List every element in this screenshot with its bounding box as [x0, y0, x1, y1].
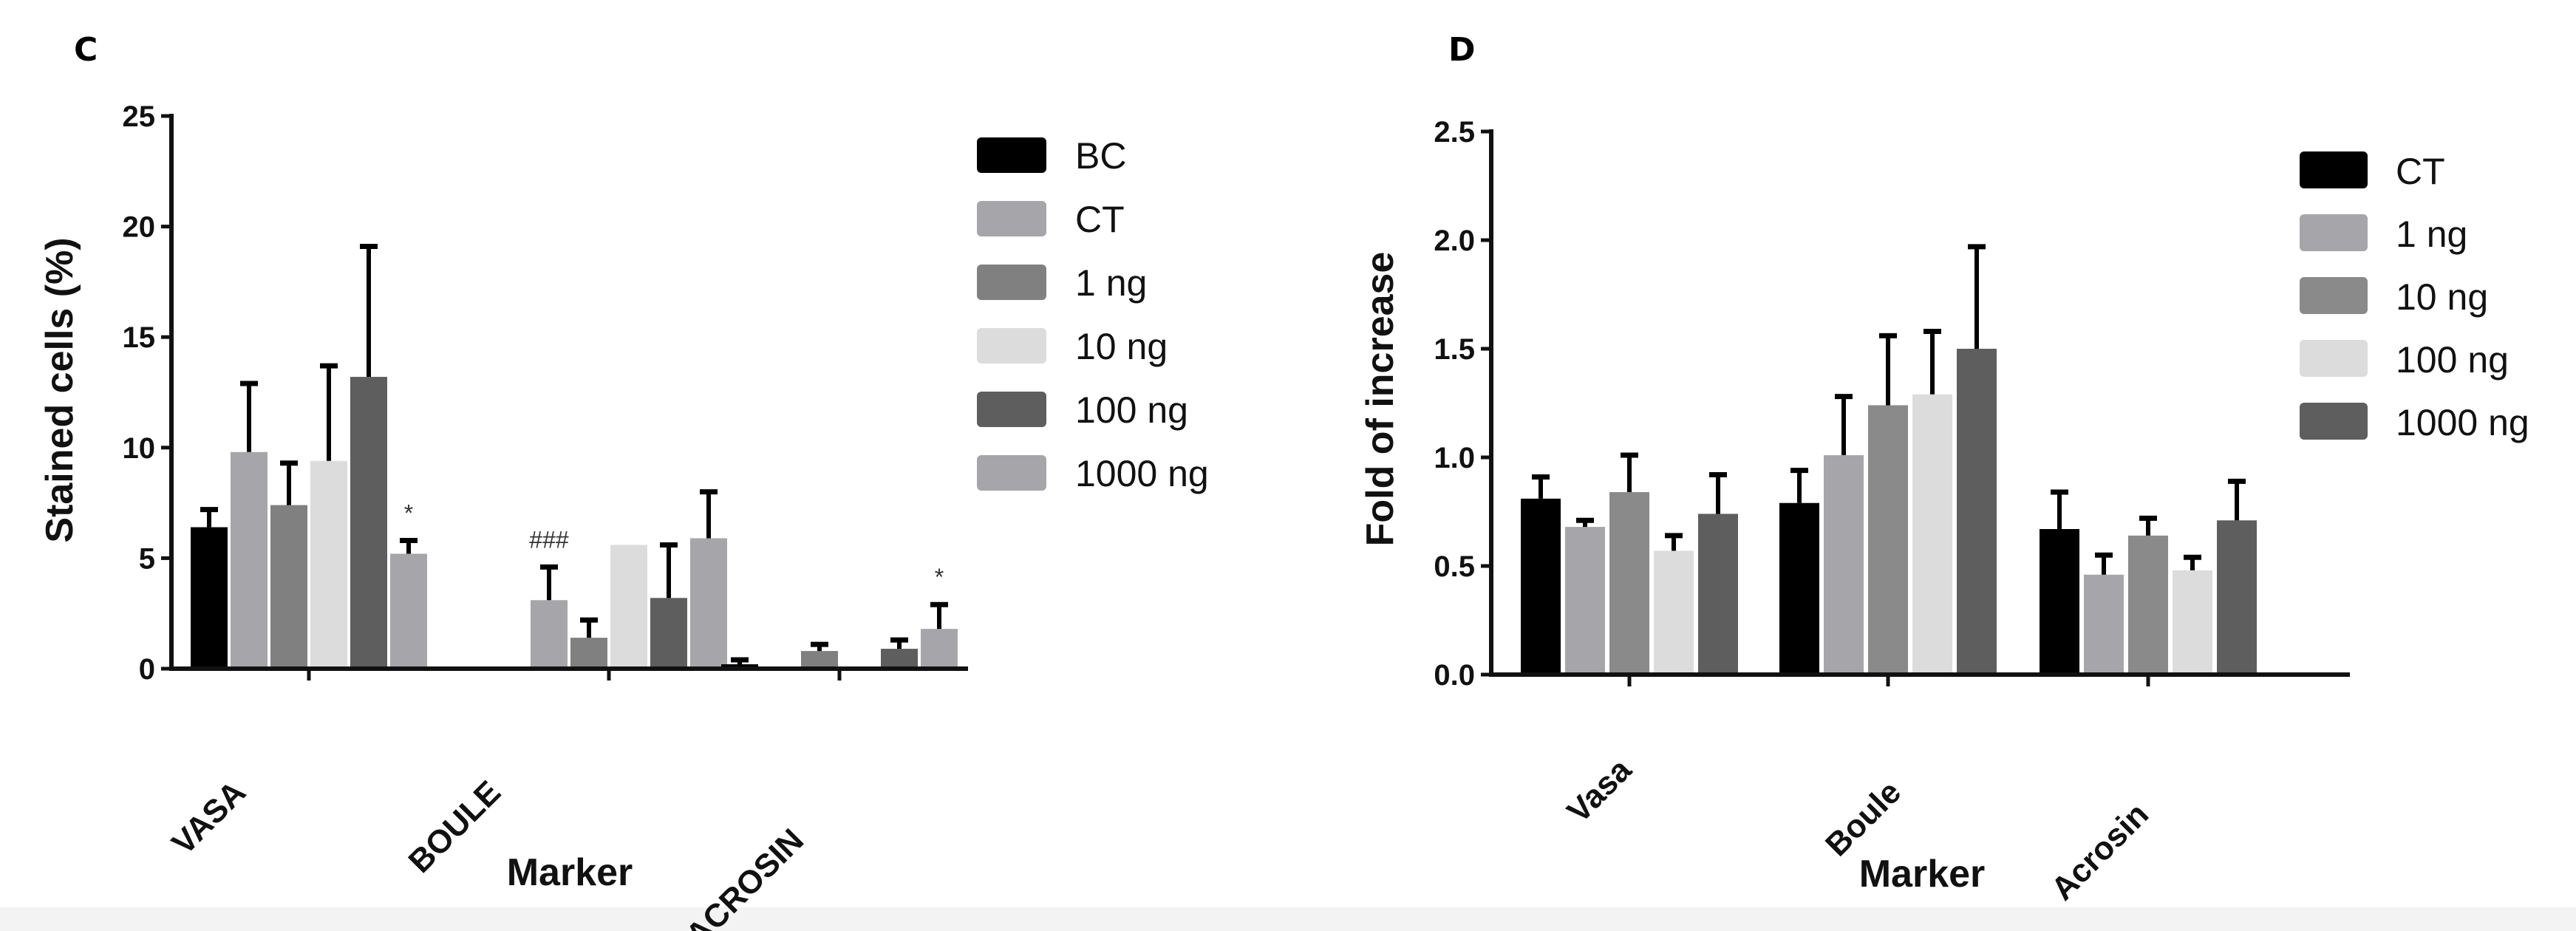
panel-c-bar [921, 629, 958, 669]
panel-d-bar [1824, 455, 1864, 675]
panel-d-legend-label: CT [2396, 151, 2445, 192]
panel-c-letter: C [74, 31, 98, 69]
panel-c-significance-mark: ### [529, 526, 569, 553]
panel-d-y-tick-label: 2.5 [1434, 116, 1475, 149]
bottom-strip [0, 907, 2576, 931]
panel-c-bar [270, 505, 307, 669]
panel-c-y-tick-label: 20 [123, 211, 156, 244]
panel-d-legend-swatch [2300, 151, 2368, 188]
panel-d-category-label: Boule [1819, 774, 1908, 863]
panel-d-legend-swatch [2300, 403, 2368, 440]
panel-d-bar [1912, 394, 1952, 675]
panel-c-bar [570, 638, 607, 669]
panel-c: C 0 5 10 15 20 25 * ### * VASA BOULE ACROSIN Stai… [38, 31, 1209, 931]
panel-d-bar [1779, 502, 1819, 675]
panel-d-legend-label: 10 ng [2396, 276, 2488, 318]
panel-d-y-tick-label: 0.5 [1434, 550, 1475, 583]
panel-c-bar [531, 600, 568, 669]
panel-c-bar [191, 527, 228, 669]
panel-c-significance-mark: * [404, 499, 413, 526]
panel-c-legend-label: 10 ng [1075, 326, 1168, 367]
panel-c-y-tick-label: 25 [123, 100, 156, 133]
panel-c-legend-swatch [977, 455, 1046, 491]
panel-d-bar [1609, 492, 1649, 675]
panel-d-letter: D [1448, 31, 1476, 69]
panel-c-legend-swatch [977, 392, 1046, 427]
panel-c-significance-mark: * [935, 564, 944, 590]
panel-d-y-tick-label: 1.5 [1434, 333, 1475, 366]
panel-d-category-label: Vasa [1560, 751, 1638, 830]
panel-d-bar [2040, 529, 2079, 675]
panel-c-category-label: ACROSIN [679, 822, 811, 931]
panel-c-bar [650, 598, 687, 669]
panel-c-bar [350, 377, 387, 669]
panel-d: D 0.0 0.5 1.0 1.5 2.0 2.5 Vasa Boule Acrosin Fo… [1359, 31, 2529, 907]
panel-c-category-label: BOULE [402, 774, 508, 880]
panel-d-x-axis-title: Marker [1859, 853, 1986, 896]
panel-c-y-tick-label: 10 [123, 432, 156, 465]
panel-d-bar [2173, 570, 2212, 675]
panel-d-category-label: Acrosin [2045, 796, 2156, 907]
panel-c-legend-swatch [977, 137, 1046, 173]
panel-d-bar [2217, 520, 2257, 675]
panel-c-legend-label: CT [1075, 199, 1125, 240]
panel-d-legend-label: 1 ng [2396, 214, 2467, 255]
panel-d-bar [1521, 498, 1561, 675]
panel-c-legend-label: 1 ng [1075, 262, 1147, 304]
panel-c-bar [881, 649, 918, 669]
panel-c-y-tick-label: 5 [139, 542, 155, 575]
panel-c-legend-label: 1000 ng [1075, 453, 1209, 494]
panel-d-bar [1654, 550, 1694, 675]
panel-d-y-axis-title: Fold of increase [1359, 252, 1402, 547]
panel-c-bar [610, 545, 647, 669]
panel-d-y-tick-label: 2.0 [1434, 225, 1475, 257]
panel-c-x-axis-title: Marker [507, 851, 633, 894]
panel-d-legend-swatch [2300, 214, 2368, 251]
panel-c-y-tick-label: 15 [123, 321, 156, 354]
panel-c-legend-label: 100 ng [1075, 389, 1188, 431]
panel-c-bar [390, 553, 427, 669]
panel-c-legend-swatch [977, 201, 1046, 236]
panel-d-bar [1957, 349, 1997, 675]
panel-d-legend-swatch [2300, 277, 2368, 314]
panel-d-legend-swatch [2300, 340, 2368, 377]
panel-c-legend-swatch [977, 328, 1046, 364]
panel-c-bar [690, 538, 727, 669]
panel-d-bar [1698, 514, 1738, 675]
panel-c-category-label: VASA [165, 774, 253, 862]
panel-d-y-tick-label: 1.0 [1434, 442, 1475, 474]
panel-d-bar [2084, 574, 2124, 675]
panel-c-legend-label: BC [1075, 135, 1126, 177]
panel-d-bar [1868, 405, 1908, 675]
panel-c-bar [310, 460, 347, 669]
panel-c-y-axis-title: Stained cells (%) [38, 237, 81, 542]
panel-c-bar [801, 651, 838, 669]
panel-d-bar [1565, 527, 1605, 675]
panel-c-legend-swatch [977, 265, 1046, 300]
panel-c-bar [231, 451, 268, 669]
panel-d-legend-label: 1000 ng [2396, 402, 2529, 443]
panel-c-y-tick-label: 0 [139, 653, 155, 686]
panel-d-legend-label: 100 ng [2396, 339, 2509, 381]
panel-d-y-tick-label: 0.0 [1434, 659, 1475, 692]
panel-d-bar [2128, 535, 2168, 675]
